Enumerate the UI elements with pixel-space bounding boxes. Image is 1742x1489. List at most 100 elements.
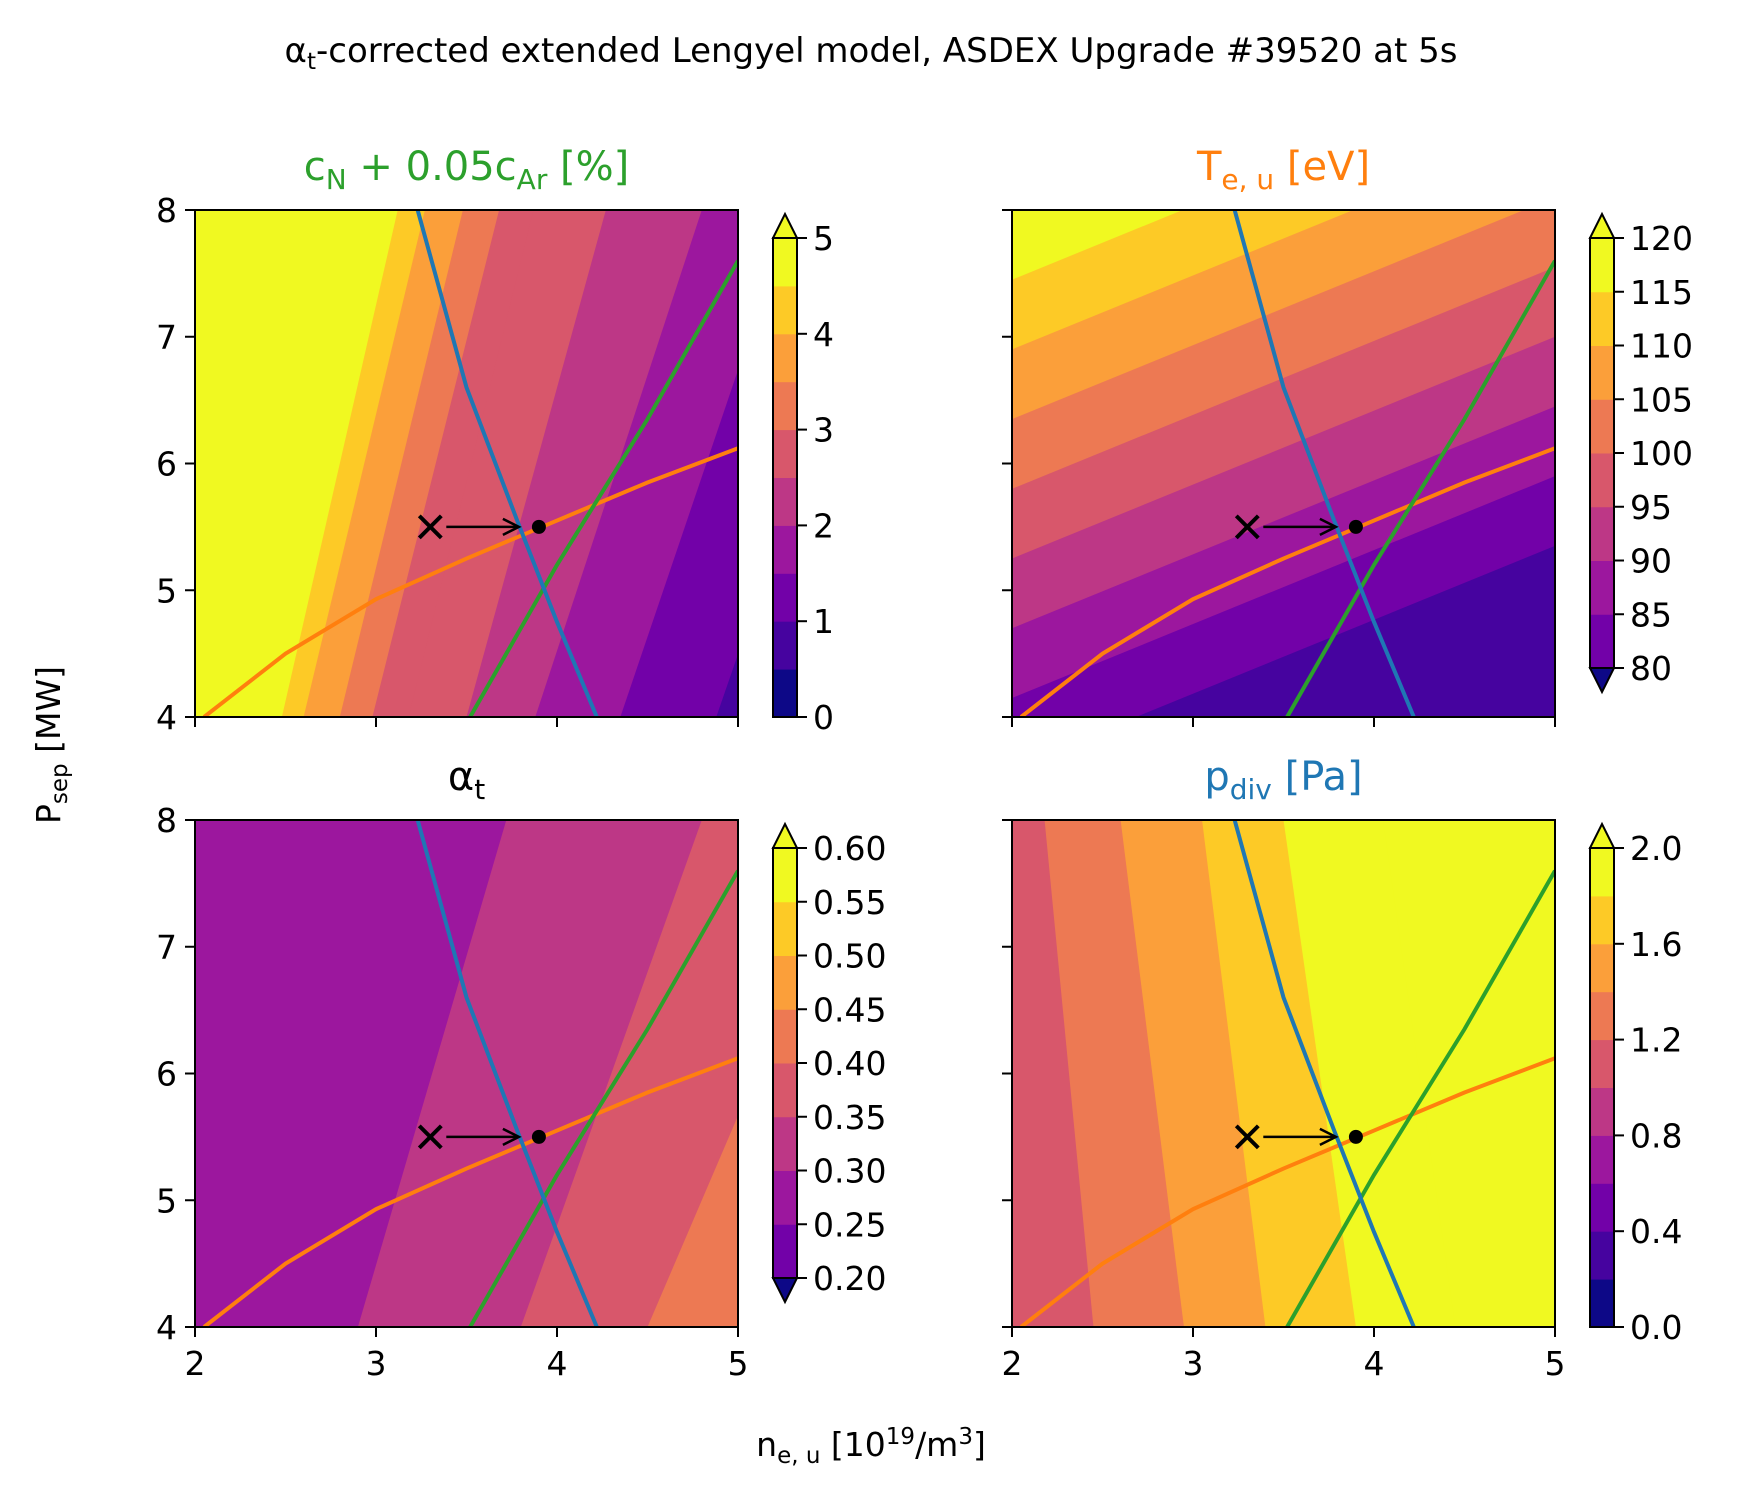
colorbar-band	[1590, 943, 1614, 993]
colorbar-band	[1590, 1231, 1614, 1280]
orange-curve	[1019, 1056, 1555, 1327]
colorbar-tick-label: 85	[1630, 595, 1672, 634]
colorbar-tick-label: 0.0	[1630, 1308, 1682, 1347]
colorbar-band	[1590, 1183, 1614, 1232]
colorbar-tick-label: 2	[813, 506, 834, 545]
arrow	[1263, 517, 1339, 536]
colorbar-band	[1590, 895, 1614, 945]
contour-band	[647, 1115, 738, 1327]
blue-curve	[415, 210, 599, 717]
orange-curve	[202, 1056, 738, 1327]
colorbar-band	[773, 848, 797, 903]
panel-pdiv: 2 3 4 5 pdiv [Pa] 0.0 0.4 0.8 1.2 1.6 2.0	[1002, 754, 1683, 1383]
colorbar-band	[773, 901, 797, 956]
colorbar-band	[773, 573, 797, 622]
colorbar-tick-label: 1.6	[1630, 925, 1682, 964]
contour-field-alpha_t	[195, 820, 738, 1327]
colorbar-tick-label: 1	[813, 602, 834, 641]
blue-curve	[1232, 820, 1416, 1327]
colorbar-band	[1590, 1135, 1614, 1184]
x-tick-label: 4	[1364, 1344, 1385, 1383]
colorbar-band	[773, 1063, 797, 1118]
colorbar-tick-label: 0	[813, 698, 834, 737]
contour-band	[620, 370, 738, 717]
colorbar-band	[773, 1170, 797, 1225]
blue-curve	[415, 820, 599, 1327]
colorbar-tick-label: 95	[1630, 488, 1672, 527]
colorbar-band	[1590, 1039, 1614, 1088]
orange-curve	[202, 446, 738, 717]
colorbar-band	[1590, 848, 1614, 897]
panel-title: pdiv [Pa]	[1204, 754, 1362, 806]
contour-band	[716, 654, 738, 717]
colorbar-tick-label: 115	[1630, 273, 1693, 312]
colorbar-pdiv: 0.0 0.4 0.8 1.2 1.6 2.0	[1588, 821, 1682, 1347]
y-axis-label: Psep [MW]	[29, 666, 73, 824]
colorbar-band	[773, 238, 797, 287]
colorbar-tick-label: 2.0	[1630, 829, 1682, 868]
green-curve	[1285, 259, 1555, 717]
x-axis-label: ne, u [1019/m3]	[756, 1424, 986, 1469]
colorbar-tick-label: 110	[1630, 327, 1693, 366]
colorbar-cN: 0 1 2 3 4 5	[771, 211, 834, 737]
colorbar-frame	[772, 237, 798, 718]
colorbar-band	[1590, 453, 1614, 508]
blue-curve	[1232, 210, 1416, 717]
colorbar-tick-label: 0.50	[813, 937, 886, 976]
orange-curve	[1019, 446, 1555, 717]
green-curve	[468, 869, 738, 1327]
colorbar-band	[1590, 614, 1614, 669]
colorbar-band	[1590, 291, 1614, 346]
colorbar-band	[1590, 991, 1614, 1041]
contour-field-pdiv	[1012, 820, 1555, 1327]
colorbar-alpha_t: 0.20 0.25 0.30 0.35 0.40 0.45 0.50 0.55 0.60	[771, 821, 886, 1305]
colorbar-band	[1590, 399, 1614, 454]
y-tick-label: 8	[156, 191, 177, 230]
colorbar-tick-label: 105	[1630, 380, 1693, 419]
x-tick-label: 5	[1545, 1344, 1566, 1383]
panel-cN: 4 5 6 7 8 cN + 0.05cAr [%] 0 1 2 3 4 5	[156, 144, 834, 737]
contour-band	[1136, 545, 1555, 717]
y-tick-label: 6	[156, 1055, 177, 1094]
x-tick-label: 4	[547, 1344, 568, 1383]
green-curve	[468, 259, 738, 717]
colorbar-tick-label: 0.30	[813, 1152, 886, 1191]
contour-band	[520, 820, 738, 1327]
colorbar-band	[1590, 506, 1614, 561]
arrow	[446, 517, 522, 536]
colorbar-tick-label: 0.4	[1630, 1212, 1682, 1251]
panel-title: cN + 0.05cAr [%]	[304, 144, 630, 196]
y-tick-label: 8	[156, 801, 177, 840]
colorbar-tick-label: 0.40	[813, 1044, 886, 1083]
colorbar-tick-label: 90	[1630, 542, 1672, 581]
end-point	[1348, 519, 1363, 534]
colorbar-tick-label: 3	[813, 411, 834, 450]
colorbar-band	[773, 429, 797, 478]
contour-field-cN	[195, 210, 738, 717]
y-tick-label: 7	[156, 318, 177, 357]
colorbar-tick-label: 120	[1630, 219, 1693, 258]
colorbar-tick-label: 4	[813, 315, 834, 354]
y-tick-label: 7	[156, 928, 177, 967]
colorbar-tick-label: 0.25	[813, 1205, 886, 1244]
y-tick-label: 4	[156, 1308, 177, 1347]
colorbar-tick-label: 5	[813, 219, 834, 258]
colorbar-band	[1590, 345, 1614, 400]
colorbar-tick-label: 100	[1630, 434, 1693, 473]
start-marker	[1234, 514, 1260, 540]
colorbar-band	[1590, 1279, 1614, 1328]
colorbar-band	[773, 1116, 797, 1171]
colorbar-band	[1590, 1087, 1614, 1136]
colorbar-Te: 80 85 90 95 100 105 110 115 120	[1588, 211, 1693, 695]
panel-Te: Te, u [eV] 80 85 90 95 100 105 110 115 120	[1002, 144, 1693, 727]
end-point	[1348, 1129, 1363, 1144]
colorbar-band	[773, 955, 797, 1010]
x-tick-label: 3	[366, 1344, 387, 1383]
colorbar-tick-label: 0.35	[813, 1098, 886, 1137]
y-tick-label: 5	[156, 571, 177, 610]
figure-suptitle: αt-corrected extended Lengyel model, ASD…	[285, 31, 1458, 75]
arrow	[1263, 1127, 1339, 1146]
y-tick-label: 6	[156, 445, 177, 484]
arrow	[446, 1127, 522, 1146]
